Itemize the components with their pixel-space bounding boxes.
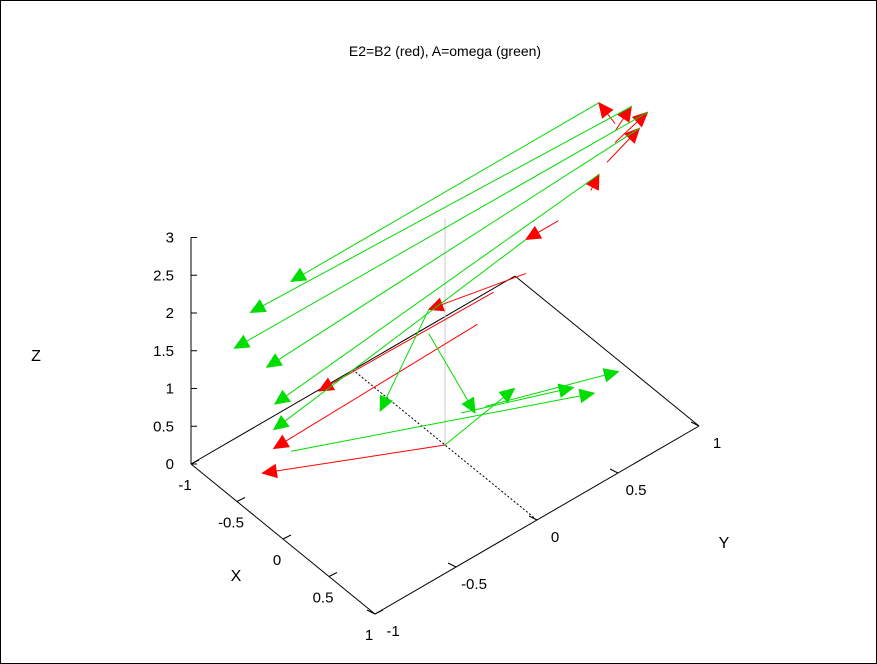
z-tick-label: 1.5 [153,343,174,360]
vector-arrowhead [273,389,291,405]
vector-arrowhead [290,267,308,282]
a-omega-vector [291,388,596,452]
vector-arrowhead [249,299,267,313]
vector-arrowhead [617,105,632,123]
a-omega-vector [249,106,632,313]
e2-b2-vector [427,272,527,312]
vector-shaft [273,239,527,430]
vector-arrowhead [598,101,614,119]
y-tick [447,562,457,568]
vector-arrowhead [272,434,290,450]
a-omega-vector [290,102,600,282]
y-tick [609,468,619,474]
e2-b2-vector [272,323,478,450]
base-frame [190,218,700,615]
e2-b2-vector [614,111,649,143]
vector-shaft [274,174,600,405]
y-tick-label: 0 [551,529,559,546]
x-tick-label: -1 [178,477,191,494]
z-tick-label: 0.5 [153,418,174,435]
z-tick-label: 2 [166,305,174,322]
a-omega-vector [461,383,575,414]
vector-shaft [444,388,515,446]
vector-shaft [485,371,619,407]
zero-line-y [352,369,538,521]
x-tick [328,572,338,577]
a-omega-vector [379,309,430,412]
vector-arrowhead [265,353,283,368]
vector-arrowhead [261,463,278,479]
vector-shaft [428,333,476,414]
z-tick-label: 2.5 [153,267,174,284]
x-tick-label: 0 [273,552,281,569]
vector-arrowhead [498,387,516,404]
y-axis: -1 -0.5 0 0.5 1 [366,421,721,640]
z-axis: 0 0.5 1 1.5 2 2.5 3 [153,230,197,473]
series-a-omega [233,102,648,452]
x-tick [190,459,200,465]
vector-shaft [461,387,574,414]
y-tick [366,609,376,615]
chart-title: E2=B2 (red), A=omega (green) [349,43,541,59]
y-tick [528,515,538,521]
z-tick-label: 0 [166,456,174,473]
vector-arrowhead [631,111,649,128]
vector-shaft [250,106,632,313]
a-omega-vector [485,368,620,407]
vector-shaft [290,102,600,282]
series-e2-b2 [261,101,649,479]
vector-shaft [318,291,494,392]
vector-arrowhead [602,368,620,383]
x-axis-label: X [231,568,242,585]
vector-arrowhead [427,297,445,312]
y-tick [690,421,700,427]
e2-b2-vector [614,105,632,132]
a-omega-vector [428,333,476,414]
vector-arrowhead [233,334,251,349]
a-omega-vector [233,111,648,349]
vector-shaft [266,127,640,368]
y-tick-label: 0.5 [626,482,647,499]
x-tick [374,609,384,615]
vector-arrowhead [461,396,476,414]
x-tick-label: 0.5 [313,590,334,607]
base-edge-back-x [514,275,700,427]
vector-arrowhead [557,383,575,398]
z-tick-label: 1 [166,381,174,398]
y-tick-label: -0.5 [461,576,487,593]
x-tick [236,497,246,502]
a-omega-vector [444,387,516,446]
vector-arrowhead [379,394,394,412]
vector-shaft [262,444,446,474]
a-omega-vector [272,239,527,431]
x-tick [282,534,292,540]
e2-b2-vector [606,127,641,163]
x-axis: -1 -0.5 0 0.5 1 [178,459,384,644]
z-tick-label: 3 [166,230,174,247]
e2-b2-vector [598,101,616,124]
e2-b2-vector [261,444,446,479]
vector-arrowhead [524,225,543,241]
vector-arrowhead [578,388,596,404]
vector-shaft [234,111,648,349]
a-omega-vector [273,174,600,405]
x-tick-label: 1 [365,627,373,644]
x-tick-label: -0.5 [218,515,244,532]
e2-b2-vector [524,220,559,241]
z-axis-label: Z [31,348,41,365]
vector-shaft [379,309,430,412]
a-omega-vector [265,127,640,368]
y-tick-label: 1 [713,435,721,452]
vector-shaft [273,323,478,449]
y-tick-label: -1 [386,623,399,640]
vector-shaft [428,272,527,310]
vector-arrowhead [624,127,641,144]
vector-shaft [291,392,595,452]
vector-arrowhead [272,415,290,431]
y-axis-label: Y [719,535,730,552]
e2-b2-vector [585,173,600,191]
vector-arrowhead [317,377,336,392]
